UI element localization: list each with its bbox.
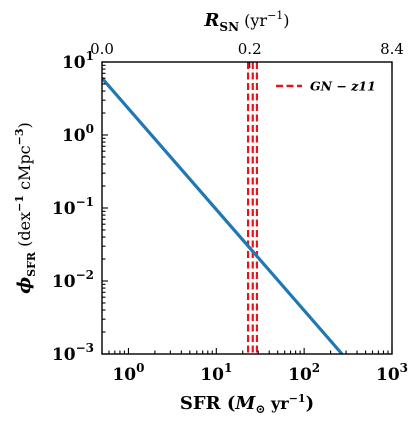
x-tick-label: 101 bbox=[200, 361, 232, 385]
y-tick-exponent: 1 bbox=[86, 49, 94, 63]
y-tick-exponent: −3 bbox=[76, 341, 94, 355]
y-tick-exponent: 0 bbox=[86, 122, 94, 136]
y-title-cmpc: cMpc bbox=[15, 145, 34, 195]
top-title-symbol: R bbox=[203, 10, 219, 31]
y-tick-label: 10−3 bbox=[52, 341, 94, 365]
y-title-cmpc-exp: −3 bbox=[13, 128, 26, 145]
x-tick-exponent: 3 bbox=[400, 361, 408, 375]
top-title-unit-exp: −1 bbox=[267, 9, 283, 22]
y-title-dex-exp: −1 bbox=[13, 195, 26, 212]
x-tick-base: 10 bbox=[112, 365, 136, 385]
top-title-subscript: SN bbox=[219, 20, 239, 34]
legend-label: GN − z11 bbox=[310, 79, 376, 94]
x-title-sun-symbol: ⊙ bbox=[255, 402, 265, 416]
x-title-close: ) bbox=[306, 393, 315, 414]
y-tick-base: 10 bbox=[62, 126, 86, 146]
y-tick-label: 101 bbox=[62, 49, 94, 73]
series-line-0 bbox=[102, 77, 344, 354]
x-tick-base: 10 bbox=[200, 365, 224, 385]
x-title-main: SFR ( bbox=[180, 393, 236, 414]
x-title-msun: M bbox=[234, 393, 256, 414]
top-title-unit: (yr bbox=[239, 11, 267, 30]
y-tick-base: 10 bbox=[62, 53, 86, 73]
x-tick-base: 10 bbox=[376, 365, 400, 385]
x-tick-label: 100 bbox=[112, 361, 144, 385]
x-title-yr: yr bbox=[265, 394, 289, 413]
x-title-exp: −1 bbox=[289, 392, 306, 405]
top-title-unit-close: ) bbox=[283, 11, 289, 30]
x-tick-label: 103 bbox=[376, 361, 408, 385]
top-axis-title: RSN (yr−1) bbox=[203, 9, 289, 34]
top-tick-label: 0.0 bbox=[90, 40, 114, 58]
y-tick-exponent: −1 bbox=[76, 195, 94, 209]
y-tick-base: 10 bbox=[52, 272, 76, 292]
y-title-dex: (dex bbox=[15, 212, 34, 252]
y-tick-exponent: −2 bbox=[76, 268, 94, 282]
x-tick-exponent: 0 bbox=[136, 361, 144, 375]
y-tick-label: 100 bbox=[62, 122, 94, 146]
data-layer bbox=[102, 62, 344, 354]
y-title-subscript: SFR bbox=[25, 251, 38, 277]
x-axis-title: SFR (M⊙ yr−1) bbox=[180, 392, 314, 416]
legend: GN − z11 bbox=[276, 79, 376, 94]
x-tick-label: 102 bbox=[288, 361, 320, 385]
x-tick-exponent: 2 bbox=[312, 361, 320, 375]
y-tick-base: 10 bbox=[52, 345, 76, 365]
x-tick-base: 10 bbox=[288, 365, 312, 385]
y-title-close: ) bbox=[15, 122, 34, 128]
top-tick-label: 0.2 bbox=[238, 40, 262, 58]
y-title-phi: ϕ bbox=[14, 277, 35, 294]
y-tick-base: 10 bbox=[52, 199, 76, 219]
y-axis-title: ϕSFR (dex−1 cMpc−3) bbox=[13, 122, 38, 294]
top-tick-label: 8.4 bbox=[380, 40, 404, 58]
x-tick-exponent: 1 bbox=[224, 361, 232, 375]
y-tick-label: 10−1 bbox=[52, 195, 94, 219]
y-tick-label: 10−2 bbox=[52, 268, 94, 292]
